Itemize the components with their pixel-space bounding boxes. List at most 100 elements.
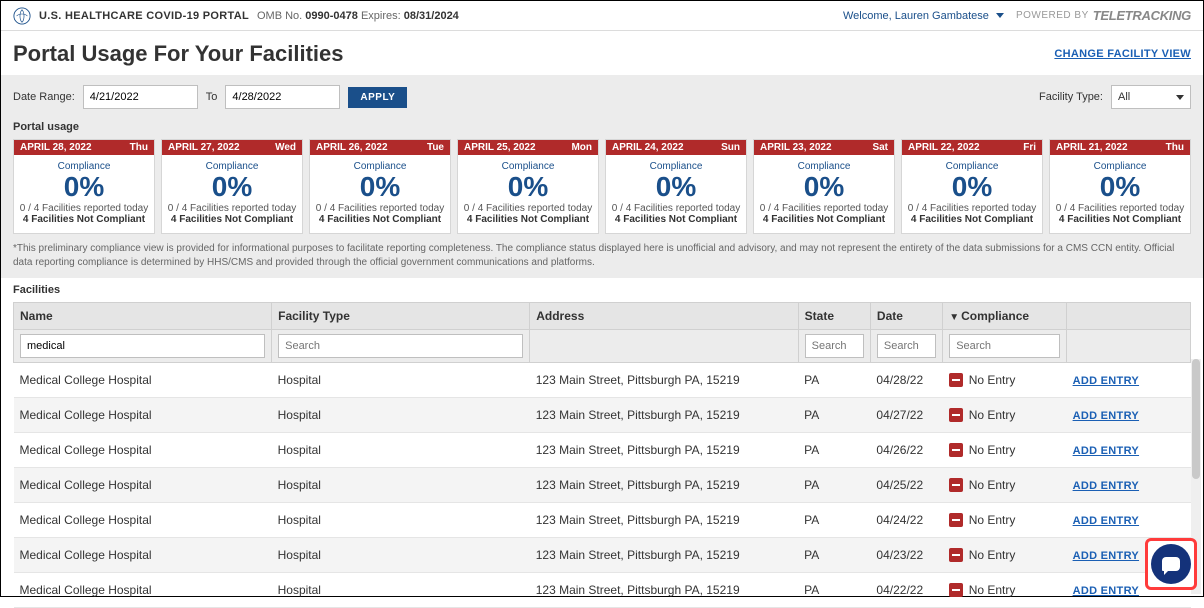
cell-action: ADD ENTRY [1067, 432, 1191, 467]
cell-action: ADD ENTRY [1067, 502, 1191, 537]
filter-date-input[interactable] [877, 334, 936, 358]
facilities-noncompliant: 4 Facilities Not Compliant [462, 214, 594, 225]
no-entry-icon [949, 583, 963, 597]
cell-state: PA [798, 502, 870, 537]
col-name[interactable]: Name [14, 302, 272, 329]
cell-compliance: No Entry [943, 362, 1067, 397]
card-date: APRIL 26, 2022 [316, 142, 388, 153]
no-entry-label: No Entry [969, 408, 1016, 422]
no-entry-icon [949, 443, 963, 457]
welcome-prefix: Welcome, [843, 10, 892, 22]
powered-by-label: POWERED BY [1016, 10, 1089, 21]
compliance-card[interactable]: APRIL 22, 2022 Fri Compliance0%0 / 4 Facil… [901, 139, 1043, 234]
chat-bubble-icon [1151, 544, 1191, 584]
filter-compliance-input[interactable] [949, 334, 1060, 358]
filter-action-empty [1067, 329, 1191, 362]
facilities-section: Facilities Name Facility Type Address St… [1, 278, 1203, 608]
col-address[interactable]: Address [530, 302, 798, 329]
hhs-seal-icon [13, 7, 31, 25]
cell-state: PA [798, 572, 870, 607]
cell-address: 123 Main Street, Pittsburgh PA, 15219 [530, 432, 798, 467]
cell-address: 123 Main Street, Pittsburgh PA, 15219 [530, 537, 798, 572]
card-body: Compliance0%0 / 4 Facilities reported to… [1050, 155, 1190, 233]
facilities-noncompliant: 4 Facilities Not Compliant [18, 214, 150, 225]
facility-type-value: All [1118, 91, 1130, 103]
card-date: APRIL 25, 2022 [464, 142, 536, 153]
compliance-percent: 0% [906, 172, 1038, 203]
portal-usage-label: Portal usage [13, 121, 1191, 133]
cell-name: Medical College Hospital [14, 537, 272, 572]
cell-date: 04/23/22 [870, 537, 942, 572]
facilities-reported: 0 / 4 Facilities reported today [462, 203, 594, 214]
expires-prefix: Expires: [361, 10, 401, 22]
facility-type-select[interactable]: All [1111, 85, 1191, 109]
col-state[interactable]: State [798, 302, 870, 329]
date-from-input[interactable] [83, 85, 198, 109]
cell-name: Medical College Hospital [14, 572, 272, 607]
col-type[interactable]: Facility Type [272, 302, 530, 329]
add-entry-link[interactable]: ADD ENTRY [1073, 375, 1139, 387]
compliance-card[interactable]: APRIL 23, 2022SatCompliance0%0 / 4 Facil… [753, 139, 895, 234]
compliance-card[interactable]: APRIL 25, 2022MonCompliance0%0 / 4 Facil… [457, 139, 599, 234]
compliance-card[interactable]: APRIL 28, 2022ThuCompliance0%0 / 4 Facil… [13, 139, 155, 234]
col-compliance[interactable]: Compliance [943, 302, 1067, 329]
cell-type: Hospital [272, 537, 530, 572]
card-date: APRIL 22, 2022 [908, 142, 980, 153]
table-row: Medical College HospitalHospital123 Main… [14, 572, 1191, 607]
change-facility-view-link[interactable]: CHANGE FACILITY VIEW [1054, 48, 1191, 60]
facilities-reported: 0 / 4 Facilities reported today [1054, 203, 1186, 214]
card-dow: Sat [872, 142, 888, 153]
add-entry-link[interactable]: ADD ENTRY [1073, 480, 1139, 492]
compliance-percent: 0% [166, 172, 298, 203]
add-entry-link[interactable]: ADD ENTRY [1073, 585, 1139, 597]
cell-state: PA [798, 432, 870, 467]
no-entry-label: No Entry [969, 478, 1016, 492]
filter-state-input[interactable] [805, 334, 864, 358]
cell-compliance: No Entry [943, 467, 1067, 502]
cell-type: Hospital [272, 572, 530, 607]
card-dow: Fri [1023, 142, 1036, 153]
compliance-card[interactable]: APRIL 21, 2022ThuCompliance0%0 / 4 Facil… [1049, 139, 1191, 234]
add-entry-link[interactable]: ADD ENTRY [1073, 515, 1139, 527]
compliance-card[interactable]: APRIL 24, 2022SunCompliance0%0 / 4 Facil… [605, 139, 747, 234]
card-date: APRIL 24, 2022 [612, 142, 684, 153]
compliance-percent: 0% [758, 172, 890, 203]
cell-compliance: No Entry [943, 537, 1067, 572]
cell-date: 04/24/22 [870, 502, 942, 537]
add-entry-link[interactable]: ADD ENTRY [1073, 550, 1139, 562]
cell-name: Medical College Hospital [14, 467, 272, 502]
scrollbar-thumb[interactable] [1192, 359, 1200, 479]
card-date-header: APRIL 23, 2022 Sat [754, 140, 894, 155]
no-entry-label: No Entry [969, 513, 1016, 527]
cell-type: Hospital [272, 362, 530, 397]
topbar-right: Welcome, Lauren Gambatese POWERED BY Tel… [843, 8, 1191, 23]
add-entry-link[interactable]: ADD ENTRY [1073, 445, 1139, 457]
table-body: Medical College HospitalHospital123 Main… [14, 362, 1191, 607]
add-entry-link[interactable]: ADD ENTRY [1073, 410, 1139, 422]
cell-date: 04/22/22 [870, 572, 942, 607]
filter-name-input[interactable] [20, 334, 265, 358]
card-dow: Sun [721, 142, 740, 153]
col-date[interactable]: Date [870, 302, 942, 329]
card-body: Compliance0%0 / 4 Facilities reported to… [902, 155, 1042, 233]
apply-button[interactable]: APPLY [348, 87, 407, 108]
cell-state: PA [798, 537, 870, 572]
filter-type-input[interactable] [278, 334, 523, 358]
no-entry-icon [949, 373, 963, 387]
no-entry-label: No Entry [969, 583, 1016, 597]
card-date: APRIL 23, 2022 [760, 142, 832, 153]
compliance-card[interactable]: APRIL 27, 2022WedCompliance0%0 / 4 Facil… [161, 139, 303, 234]
chevron-down-icon [996, 13, 1004, 18]
compliance-card[interactable]: APRIL 26, 2022TueCompliance0%0 / 4 Facil… [309, 139, 451, 234]
expires-date: 08/31/2024 [404, 10, 459, 22]
date-to-input[interactable] [225, 85, 340, 109]
disclaimer-text: *This preliminary compliance view is pro… [13, 240, 1191, 270]
usage-panel: Date Range: To APPLY Facility Type: All … [1, 75, 1203, 278]
col-action [1067, 302, 1191, 329]
table-row: Medical College HospitalHospital123 Main… [14, 362, 1191, 397]
chat-widget[interactable] [1145, 538, 1197, 590]
card-date-header: APRIL 26, 2022Tue [310, 140, 450, 155]
cell-name: Medical College Hospital [14, 502, 272, 537]
welcome-user[interactable]: Welcome, Lauren Gambatese [843, 10, 1004, 22]
compliance-percent: 0% [462, 172, 594, 203]
